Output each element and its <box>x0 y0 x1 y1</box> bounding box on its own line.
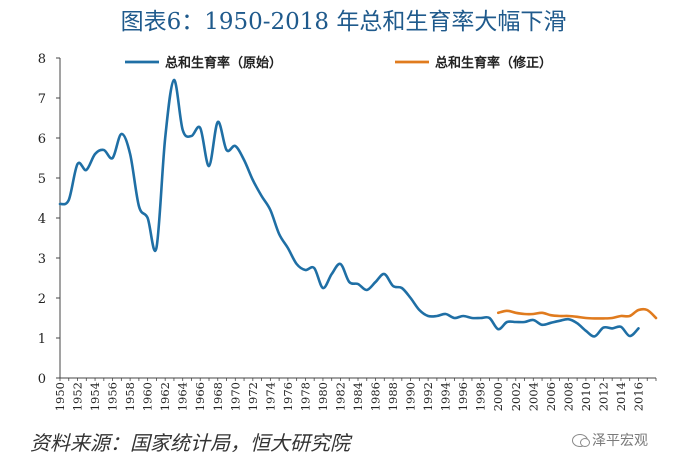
x-tick-label: 2016 <box>631 382 645 411</box>
x-tick-label: 1994 <box>439 382 453 411</box>
source-note: 资料来源：国家统计局，恒大研究院 <box>30 431 350 455</box>
x-tick-label: 1974 <box>263 382 277 411</box>
x-tick-label: 2006 <box>544 382 558 411</box>
legend-label: 总和生育率（原始） <box>165 55 282 71</box>
x-tick-label: 2012 <box>596 382 610 411</box>
series-line-revised <box>496 307 658 320</box>
x-tick-label: 1952 <box>71 382 85 411</box>
y-axis: 0 1 2 3 4 5 6 7 8 <box>38 52 61 387</box>
x-tick-label: 1976 <box>281 382 295 411</box>
legend: 总和生育率（原始） 总和生育率（修正） <box>125 55 552 71</box>
x-tick-label: 1984 <box>351 382 365 411</box>
y-tick-label: 4 <box>38 212 46 227</box>
watermark-text: 泽平宏观 <box>592 433 648 449</box>
x-tick-label: 2002 <box>509 382 523 411</box>
x-tick-label: 1998 <box>474 382 488 411</box>
y-tick-label: 2 <box>38 292 46 307</box>
chart-title: 图表6：1950-2018 年总和生育率大幅下滑 <box>120 9 567 35</box>
x-axis: 1950 1952 1954 1956 1958 1960 1962 1964 1966 1968… <box>53 377 657 411</box>
x-tick-label: 1960 <box>141 382 155 411</box>
y-tick-label: 1 <box>38 332 46 347</box>
x-tick-label: 1980 <box>316 382 330 411</box>
x-tick-label: 1962 <box>158 382 172 411</box>
x-tick-label: 1978 <box>298 382 312 411</box>
wechat-icon <box>572 433 590 447</box>
x-tick-label: 1992 <box>421 382 435 411</box>
watermark: 泽平宏观 <box>572 430 648 450</box>
x-tick-label: 1982 <box>333 382 347 411</box>
x-tick-label: 1958 <box>123 382 137 411</box>
x-tick-label: 1950 <box>53 382 67 411</box>
x-tick-label: 1986 <box>369 382 383 411</box>
x-tick-label: 1970 <box>228 382 242 411</box>
x-tick-label: 1954 <box>88 382 102 411</box>
y-tick-label: 0 <box>38 372 46 387</box>
series-layer <box>58 78 658 338</box>
x-tick-label: 1956 <box>106 382 120 411</box>
x-tick-label: 1988 <box>386 382 400 411</box>
x-tick-label: 1996 <box>456 382 470 411</box>
x-tick-label: 1964 <box>176 382 190 411</box>
x-tick-label: 1972 <box>246 382 260 411</box>
x-tick-label: 2004 <box>526 382 540 411</box>
x-tick-label: 1968 <box>211 382 225 411</box>
x-tick-label: 2008 <box>561 382 575 411</box>
x-tick-label: 2000 <box>491 382 505 411</box>
y-tick-label: 3 <box>38 252 46 267</box>
x-tick-label: 2014 <box>614 382 628 411</box>
y-tick-label: 6 <box>38 132 46 147</box>
legend-label: 总和生育率（修正） <box>435 55 552 71</box>
y-tick-label: 5 <box>38 172 46 187</box>
y-tick-label: 8 <box>38 52 46 67</box>
x-tick-label: 1990 <box>404 382 418 411</box>
y-tick-label: 7 <box>38 92 46 107</box>
x-tick-label: 1966 <box>193 382 207 411</box>
x-tick-label: 2010 <box>579 382 593 411</box>
series-line-original <box>58 78 640 338</box>
